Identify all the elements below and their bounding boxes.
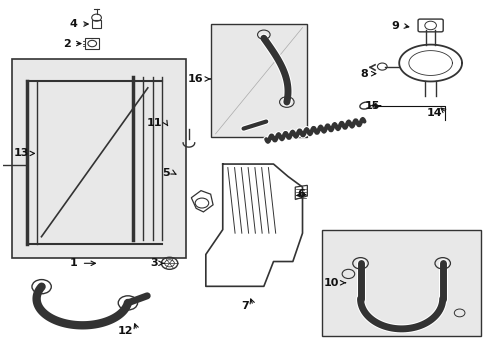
Text: 5: 5 [162,168,169,178]
Text: 9: 9 [390,21,398,31]
Bar [12,59,186,258]
Text: 4: 4 [70,19,78,29]
Bar [321,230,480,336]
Text: 3: 3 [149,258,157,268]
Bar [210,24,307,138]
Bar [92,20,101,28]
Bar [85,38,99,49]
Text: 6: 6 [296,189,305,199]
Text: 11: 11 [146,118,162,128]
Text: 14: 14 [426,108,442,118]
Text: 7: 7 [241,301,249,311]
Text: 10: 10 [323,278,338,288]
Text: 16: 16 [187,74,203,84]
Text: 1: 1 [70,258,78,268]
Text: 13: 13 [14,148,29,158]
Text: 15: 15 [364,100,379,111]
Text: 12: 12 [118,326,133,336]
Text: 2: 2 [62,39,70,49]
Text: 8: 8 [359,69,367,79]
